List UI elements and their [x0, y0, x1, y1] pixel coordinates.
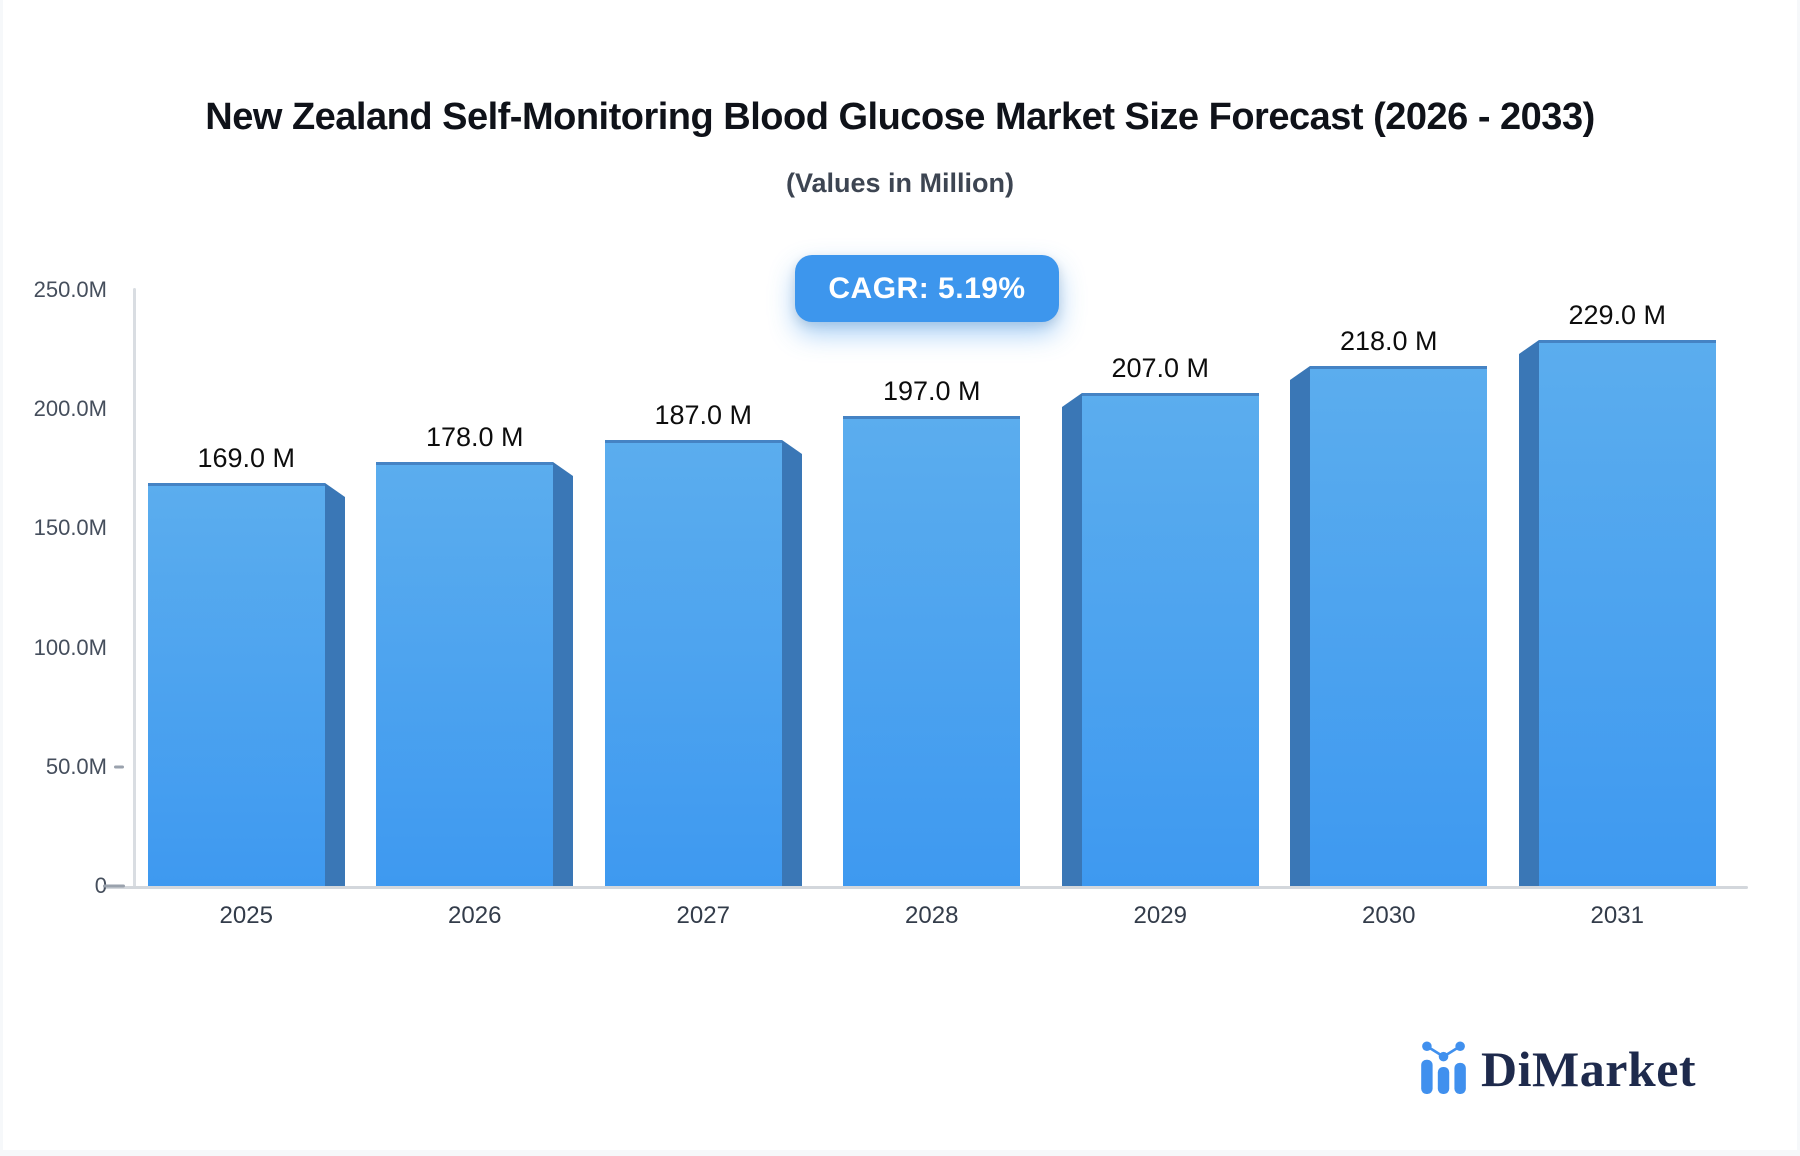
bar-face[interactable] [1539, 340, 1716, 886]
bar-side-3d [325, 483, 345, 886]
x-axis-label-2028: 2028 [905, 902, 959, 929]
bar-2031[interactable] [1519, 340, 1716, 886]
brand-name: DiMarket [1481, 1041, 1697, 1097]
x-axis-label-2027: 2027 [676, 902, 730, 929]
bar-2026[interactable] [376, 462, 573, 886]
bar-face[interactable] [1082, 393, 1259, 886]
y-axis-tick [103, 884, 125, 888]
bar-value-label-2025: 169.0 M [197, 443, 296, 473]
y-axis-label-0: 0 [94, 873, 107, 898]
y-axis-tick [114, 765, 124, 769]
y-axis-line [133, 288, 136, 888]
chart-canvas: New Zealand Self-Monitoring Blood Glucos… [3, 0, 1797, 1150]
cagr-badge-label: CAGR: 5.19% [828, 271, 1026, 305]
bar-face[interactable] [843, 416, 1020, 886]
bar-face[interactable] [148, 483, 325, 886]
bar-2027[interactable] [605, 440, 802, 886]
x-axis-label-2030: 2030 [1362, 902, 1416, 929]
bar-2028[interactable] [843, 416, 1020, 886]
x-axis-label-2031: 2031 [1590, 902, 1644, 929]
x-axis-baseline [103, 886, 1748, 889]
page-subtitle: (Values in Million) [785, 168, 1015, 198]
bar-side-3d [782, 440, 802, 886]
bar-face[interactable] [1310, 366, 1487, 886]
page-title: New Zealand Self-Monitoring Blood Glucos… [205, 96, 1595, 138]
y-axis-label-150: 150.0M [33, 515, 107, 541]
bar-side-3d [1062, 393, 1082, 886]
bar-face[interactable] [605, 440, 782, 886]
x-axis-label-2029: 2029 [1133, 902, 1187, 929]
bar-2030[interactable] [1290, 366, 1487, 886]
bar-value-label-2026: 178.0 M [425, 422, 524, 452]
bar-value-label-2030: 218.0 M [1339, 326, 1438, 356]
bar-2025[interactable] [148, 483, 345, 886]
bar-side-3d [1519, 340, 1539, 886]
bar-value-label-2029: 207.0 M [1111, 353, 1210, 383]
y-axis-label-250: 250.0M [33, 277, 107, 302]
bar-value-label-2028: 197.0 M [882, 376, 981, 406]
bar-side-3d [553, 462, 573, 886]
x-axis-label-2026: 2026 [448, 902, 502, 929]
x-axis-label-2025: 2025 [219, 902, 273, 929]
bar-face[interactable] [376, 462, 553, 886]
bar-2029[interactable] [1062, 393, 1259, 886]
cagr-badge: CAGR: 5.19% [795, 255, 1059, 322]
bar-line-chart-icon [1421, 1041, 1466, 1094]
y-axis-label-50: 50.0M [45, 753, 107, 779]
brand-logo: DiMarket [1419, 1040, 1696, 1094]
bar-side-3d [1290, 366, 1310, 886]
bar-value-label-2031: 229.0 M [1568, 300, 1667, 330]
y-axis-label-200: 200.0M [33, 396, 107, 422]
y-axis-label-100: 100.0M [33, 634, 107, 660]
bar-value-label-2027: 187.0 M [654, 400, 753, 430]
